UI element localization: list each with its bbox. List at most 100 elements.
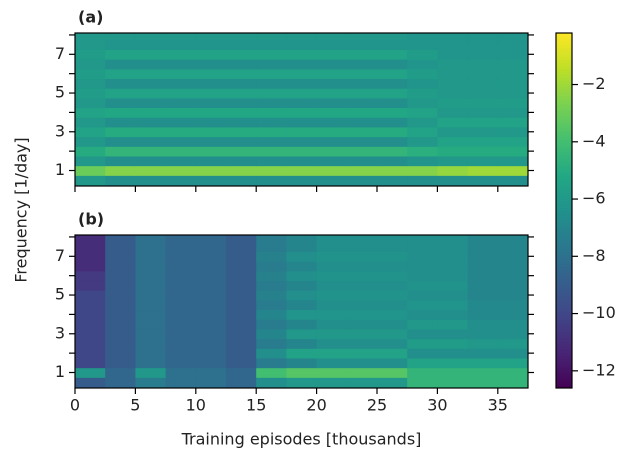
cell [75,338,106,349]
cell [195,59,227,70]
cell [437,107,469,118]
cell [407,175,438,186]
cell [497,146,528,157]
cell [75,290,106,301]
cell [75,261,106,272]
cell [135,107,167,118]
colorbar-swatch [556,177,572,182]
cell [377,309,408,320]
cell [467,39,499,50]
colorbar-swatch [556,71,572,75]
cell [497,126,528,138]
cell [467,261,499,272]
cell [437,33,469,41]
cell [75,49,106,60]
colorbar-swatch [556,142,572,146]
cell [195,241,227,252]
cell [497,251,528,262]
cell [226,165,257,176]
cell [195,136,227,147]
cell [407,136,438,147]
cell [135,241,167,252]
cell [497,59,528,70]
cell [377,33,408,41]
cell [135,328,167,340]
cell [377,68,408,80]
colorbar-swatch [556,68,572,72]
colorbar-swatch [556,213,572,217]
cell [135,319,167,330]
colorbar-swatch [556,317,572,321]
cell [316,367,348,378]
cell [105,270,136,282]
cell [286,49,318,60]
cell [316,126,348,138]
cell [377,136,408,147]
cell [75,117,106,128]
cell [165,155,197,167]
cell [226,251,257,262]
cell [497,39,528,50]
cell [256,97,287,109]
cell [256,136,287,147]
y-tick-label: 1 [55,362,65,381]
cell [346,280,378,291]
cell [165,126,197,138]
cell [407,280,438,291]
cell [195,319,227,330]
cell [437,39,469,50]
cell [316,280,348,291]
cell [105,39,136,50]
cell [105,97,136,109]
cell [437,299,469,311]
cell [226,309,257,320]
colorbar-swatch [556,133,572,138]
colorbar-swatch [556,361,572,365]
cell [377,49,408,60]
cell [286,146,318,157]
colorbar-swatch [556,385,572,389]
cell [165,107,197,118]
cell [75,319,106,330]
cell [256,68,287,80]
colorbar-swatch [556,163,572,167]
cell [346,251,378,262]
cell [467,241,499,252]
cell [377,357,408,369]
cell [316,165,348,176]
cell [377,39,408,50]
cell [286,338,318,349]
cell [437,280,469,291]
colorbar-swatch [556,136,572,140]
cell [226,241,257,252]
colorbar-swatch [556,311,572,315]
colorbar-swatch [556,331,572,336]
cell [75,175,106,186]
cell [346,261,378,272]
cell [75,165,106,176]
cell [256,39,287,50]
cell [135,290,167,301]
cell [497,78,528,89]
cell [256,175,287,186]
cell [256,117,287,128]
cell [75,309,106,320]
cell [165,299,197,311]
cell [135,280,167,291]
cell [226,290,257,301]
colorbar-swatch [556,260,572,265]
cell [497,49,528,60]
colorbar-swatch [556,254,572,259]
colorbar-swatch [556,287,572,291]
cell [346,97,378,109]
cell [165,117,197,128]
colorbar-swatch [556,109,572,114]
cell [195,155,227,167]
cell [195,290,227,301]
cell [377,235,408,243]
colorbar-swatch [556,151,572,155]
colorbar-swatch [556,130,572,135]
cell [407,367,438,378]
colorbar-swatch [556,334,572,339]
